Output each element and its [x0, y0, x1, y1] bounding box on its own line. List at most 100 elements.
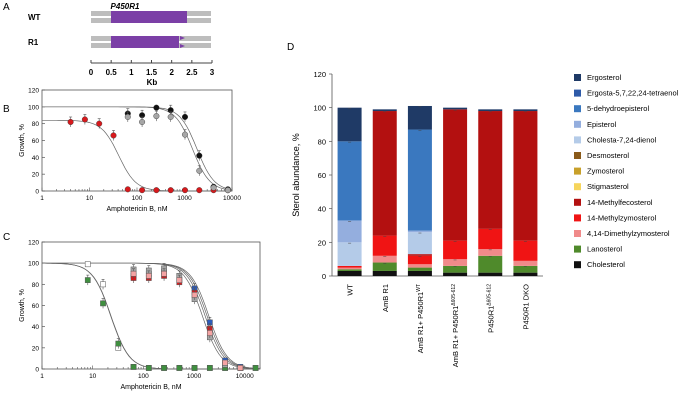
kb-tick-label: 0 [89, 68, 94, 77]
point-pink [145, 273, 152, 279]
y-tick-label: 60 [32, 303, 40, 310]
point-red [81, 116, 88, 123]
point-grey [210, 184, 217, 191]
bar-segment [372, 109, 397, 112]
legend-swatch [574, 245, 581, 253]
point-pink [222, 359, 228, 366]
r1-mutation-marker-bottom [180, 44, 185, 48]
bar-segment [443, 240, 468, 260]
legend-label: 5-dehydroepisterol [587, 104, 649, 113]
fit-curve-pink [42, 262, 261, 370]
point-green [161, 365, 167, 371]
point-red [67, 118, 74, 125]
legend-swatch [574, 198, 581, 206]
x-axis-title: Amphotericin B, nM [120, 384, 181, 391]
wt-gene-block [111, 11, 187, 23]
kb-axis-label: Kb [147, 78, 158, 87]
bar-segment [372, 235, 397, 256]
point-green [130, 364, 137, 370]
bar-segment [407, 270, 432, 276]
panel-label-a: A [3, 2, 10, 13]
point-red [124, 186, 131, 193]
y-tick-label: 100 [28, 261, 39, 268]
panel-a-gene-diagram: P450R1 WT R1 0 0.5 1 1.5 2 2.5 3 Kb [28, 2, 215, 87]
y-tick-label: 0 [35, 189, 39, 196]
x-axis-title: Amphotericin B, nM [106, 206, 167, 213]
legend-label: Ergosterol [587, 73, 622, 82]
bar-segment [443, 259, 468, 266]
y-tick-label: 80 [32, 282, 40, 289]
point-red [167, 187, 174, 194]
kb-axis-ticks: 0 0.5 1 1.5 2 2.5 3 [89, 60, 215, 77]
y-tick-label: 20 [32, 172, 40, 179]
legend-label: Stigmasterol [587, 182, 629, 191]
category-label: AmB R1+ P450R1WT [416, 284, 425, 353]
point-green [115, 340, 122, 347]
y-tick-label: 100 [313, 104, 326, 113]
kb-tick-label: 2.5 [186, 68, 198, 77]
r1-mutation-marker-top [180, 36, 185, 40]
y-tick-label: 40 [32, 155, 40, 162]
point-red [110, 132, 117, 139]
gene-name: P450R1 [111, 2, 140, 11]
point-grey [196, 167, 203, 174]
category-label: AmB R1 [381, 284, 390, 312]
bar-segment [478, 228, 503, 250]
legend-label: Zymosterol [587, 167, 624, 176]
legend-label: 14-Methylfecosterol [587, 198, 653, 207]
y-tick-label: 80 [32, 121, 40, 128]
bar-segment [337, 270, 362, 276]
bar-segment [513, 109, 538, 112]
point-pink [237, 365, 244, 371]
kb-tick-label: 1 [129, 68, 134, 77]
point-grey [139, 118, 146, 125]
bar-segment [337, 141, 362, 221]
bar-segment [372, 262, 397, 271]
point-pink [191, 292, 198, 298]
bar-segment [337, 107, 362, 142]
legend-label: 4,14-Dimethylzymosterol [587, 229, 670, 238]
bar-segment [478, 109, 503, 112]
legend-swatch [574, 167, 581, 175]
point-red [153, 187, 160, 194]
bar-segment [337, 265, 362, 268]
legend-label: Episterol [587, 120, 617, 129]
point-green [191, 365, 198, 371]
x-tick-label: 10 [86, 195, 94, 202]
bar-segment [443, 109, 468, 241]
legend-label: Cholesterol [587, 260, 625, 269]
kb-tick-label: 1.5 [146, 68, 158, 77]
panel-label-c: C [3, 232, 10, 243]
bar-segment [407, 129, 432, 231]
sterol-legend: Ergosterol Ergosta-5,7,22,24-tetraenol 5-d… [574, 73, 679, 269]
bar-segment [513, 240, 538, 261]
point-green [145, 365, 152, 371]
legend-label: Desmosterol [587, 151, 629, 160]
legend-swatch [574, 120, 581, 128]
x-tick-label: 10000 [236, 373, 254, 380]
y-tick-label: 120 [28, 240, 39, 247]
legend-swatch [574, 261, 581, 269]
point-grey [167, 113, 174, 120]
bar-segment [407, 230, 432, 233]
point-red [96, 120, 103, 127]
legend-swatch [574, 152, 581, 159]
point-pink [176, 277, 183, 283]
legend-label: Ergosta-5,7,22,24-tetraenol [587, 89, 679, 98]
fit-curve-red [42, 119, 232, 192]
kb-tick-label: 3 [210, 68, 215, 77]
y-axis-title: Sterol abundance, % [291, 133, 301, 217]
y-tick-label: 0 [322, 272, 326, 281]
bar-segment [443, 107, 468, 110]
panel-label-d: D [287, 42, 294, 53]
point-grey [181, 131, 188, 138]
point-red [139, 187, 146, 194]
point-grey [153, 113, 160, 120]
point-white [84, 261, 91, 268]
legend-label: Lanosterol [587, 245, 622, 254]
y-tick-label: 0 [35, 367, 39, 374]
y-tick-label: 20 [32, 345, 40, 352]
